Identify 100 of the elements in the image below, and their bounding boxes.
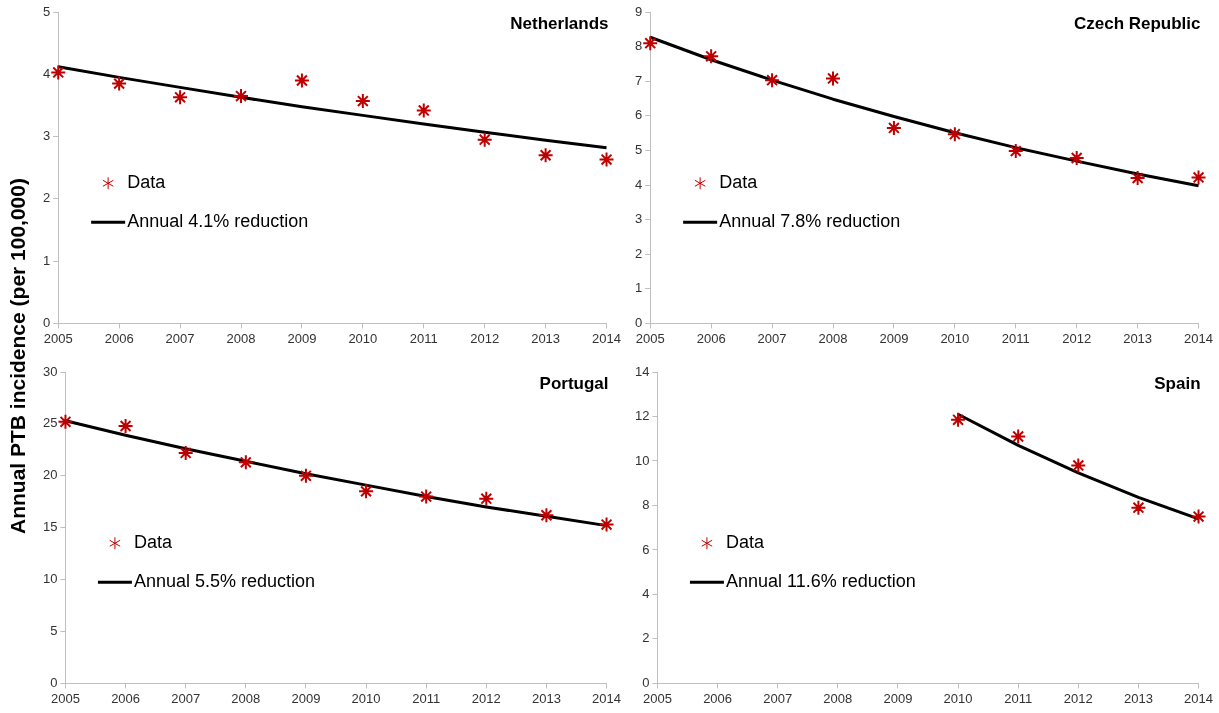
point <box>1007 143 1024 160</box>
point <box>885 119 902 136</box>
y-tick-label: 4 <box>635 176 643 192</box>
point <box>946 126 963 143</box>
x-tick-label: 2010 <box>940 330 970 346</box>
y-tick-label: 14 <box>634 363 650 379</box>
y-tick-label: 0 <box>50 674 58 690</box>
y-tick-label: 8 <box>635 38 643 54</box>
point <box>537 147 554 164</box>
x-tick-label: 2010 <box>351 690 381 706</box>
x-tick-label: 2005 <box>43 330 73 346</box>
y-tick-label: 5 <box>50 623 58 639</box>
chart-title: Portugal <box>539 374 609 394</box>
legend-label: Annual 7.8% reduction <box>719 211 901 232</box>
x-tick-label: 2011 <box>1001 330 1030 346</box>
point <box>538 507 555 524</box>
y-tick-label: 30 <box>42 363 58 379</box>
legend-label: Annual 5.5% reduction <box>133 571 316 592</box>
point <box>825 70 841 87</box>
x-tick-label: 2014 <box>1184 690 1213 706</box>
x-tick-label: 2008 <box>226 330 256 346</box>
chart-title: Netherlands <box>510 14 609 34</box>
x-tick-label: 2005 <box>635 330 665 346</box>
point <box>177 444 194 461</box>
point <box>1190 169 1207 186</box>
point <box>358 483 375 500</box>
x-tick-label: 2006 <box>111 690 141 706</box>
y-tick-label: 2 <box>635 245 643 261</box>
point <box>1010 428 1027 445</box>
y-tick-label: 0 <box>635 314 643 330</box>
legend-label: Annual 11.6% reduction <box>725 571 916 592</box>
y-tick-label: 8 <box>642 497 650 513</box>
legend-label: Data <box>127 172 167 193</box>
y-tick-label: 7 <box>635 72 643 88</box>
x-tick-label: 2010 <box>943 690 973 706</box>
x-tick-label: 2007 <box>763 690 793 706</box>
point <box>764 72 781 89</box>
x-tick-label: 2011 <box>412 690 441 706</box>
y-tick-label: 0 <box>43 314 51 330</box>
x-tick-label: 2013 <box>531 330 561 346</box>
y-tick-label: 12 <box>634 408 650 424</box>
point <box>418 488 435 505</box>
point <box>293 72 310 89</box>
x-tick-label: 2011 <box>409 330 438 346</box>
legend-label: Data <box>133 532 173 553</box>
x-tick-label: 2013 <box>1123 690 1153 706</box>
x-tick-label: 2009 <box>291 690 321 706</box>
x-tick-label: 2006 <box>696 330 726 346</box>
legend-label: Data <box>725 532 765 553</box>
x-tick-label: 2008 <box>231 690 261 706</box>
x-tick-label: 2014 <box>592 330 621 346</box>
point <box>478 490 495 507</box>
point <box>172 89 189 106</box>
x-tick-label: 2012 <box>1062 330 1092 346</box>
y-axis-title: Annual PTB incidence (per 100,000) <box>6 178 30 534</box>
x-tick-label: 2007 <box>165 330 195 346</box>
legend-label: Annual 4.1% reduction <box>127 211 309 232</box>
y-tick-label: 4 <box>642 586 650 602</box>
y-tick-label: 3 <box>635 211 643 227</box>
x-tick-label: 2012 <box>471 690 501 706</box>
x-tick-label: 2014 <box>592 690 621 706</box>
legend-label: Data <box>719 172 759 193</box>
point <box>642 35 659 52</box>
y-tick-label: 9 <box>635 3 643 19</box>
x-tick-label: 2008 <box>818 330 848 346</box>
point <box>415 102 432 119</box>
y-tick-label: 6 <box>642 541 650 557</box>
x-tick-label: 2007 <box>171 690 201 706</box>
point <box>354 93 371 110</box>
y-tick-label: 5 <box>635 141 643 157</box>
point <box>1190 508 1207 525</box>
point <box>117 417 134 434</box>
point <box>476 131 493 148</box>
point <box>950 411 967 428</box>
point <box>57 413 74 430</box>
x-tick-label: 2008 <box>823 690 853 706</box>
y-tick-label: 10 <box>42 571 58 587</box>
chart-title: Spain <box>1154 374 1201 394</box>
x-tick-label: 2005 <box>643 690 672 706</box>
point <box>703 48 720 65</box>
x-tick-label: 2012 <box>470 330 500 346</box>
point <box>111 75 128 92</box>
x-tick-label: 2007 <box>757 330 787 346</box>
x-tick-label: 2009 <box>287 330 317 346</box>
x-tick-label: 2014 <box>1184 330 1213 346</box>
point <box>1068 150 1085 167</box>
x-tick-label: 2009 <box>879 330 909 346</box>
point <box>1130 499 1147 516</box>
x-tick-label: 2009 <box>883 690 913 706</box>
x-tick-label: 2005 <box>51 690 80 706</box>
x-tick-label: 2013 <box>531 690 561 706</box>
chart-title: Czech Republic <box>1073 14 1201 34</box>
x-tick-label: 2010 <box>348 330 378 346</box>
point <box>233 88 249 105</box>
point <box>1129 170 1146 187</box>
point <box>297 467 314 484</box>
point <box>598 516 615 533</box>
point <box>598 151 615 168</box>
point <box>237 454 254 471</box>
y-tick-label: 6 <box>635 107 643 123</box>
